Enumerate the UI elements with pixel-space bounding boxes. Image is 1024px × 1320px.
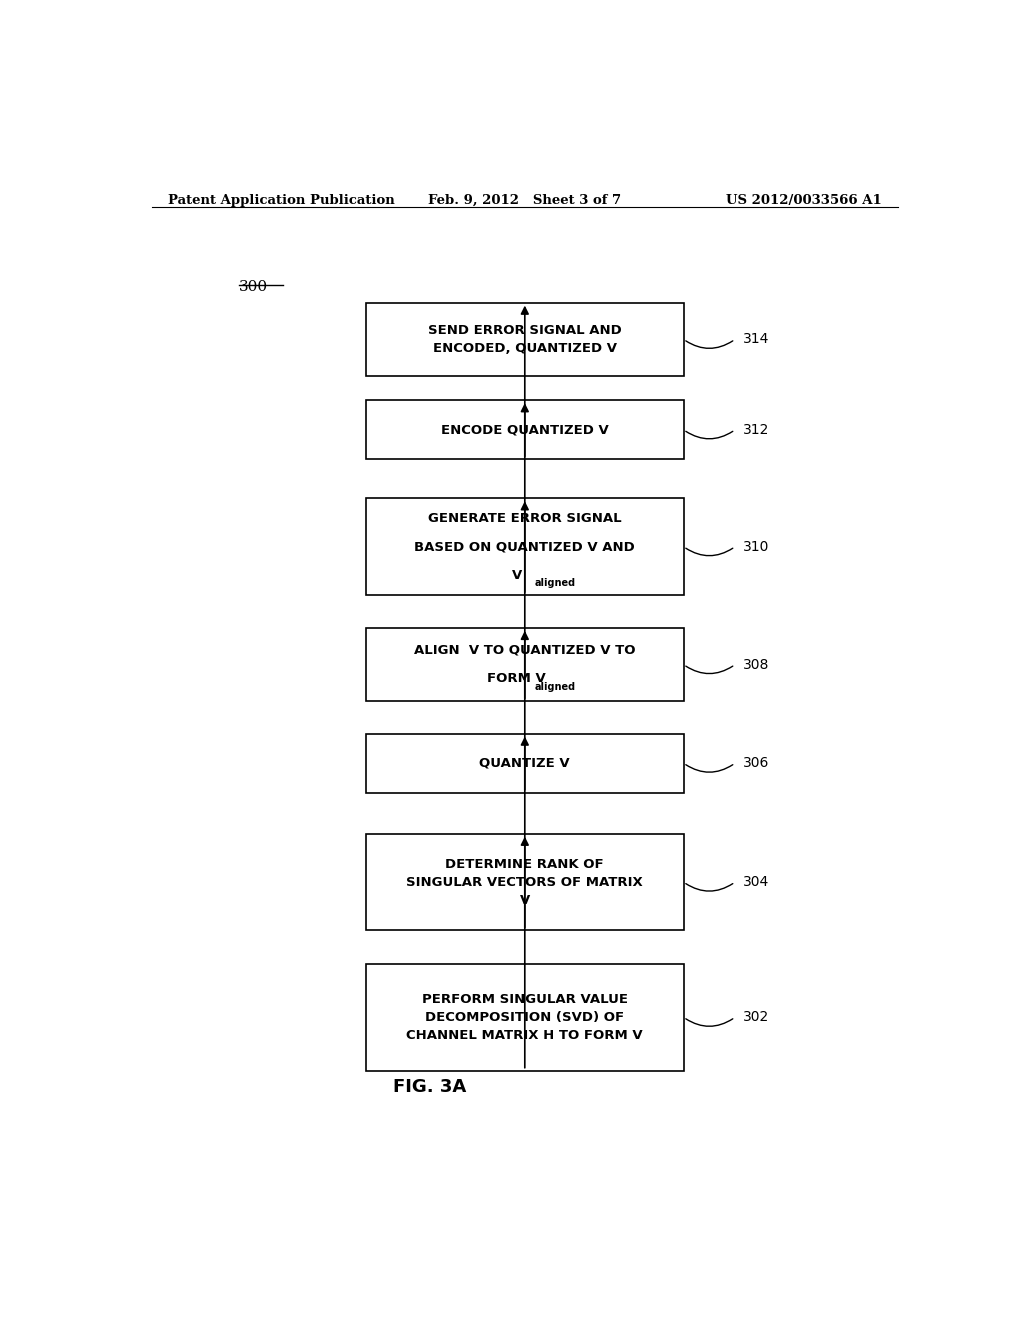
Text: FORM V: FORM V: [487, 672, 546, 685]
Text: ALIGN  V TO QUANTIZED V TO: ALIGN V TO QUANTIZED V TO: [414, 644, 636, 657]
Text: aligned: aligned: [535, 578, 575, 589]
Text: GENERATE ERROR SIGNAL: GENERATE ERROR SIGNAL: [428, 512, 622, 525]
Bar: [367, 302, 684, 376]
Text: DETERMINE RANK OF
SINGULAR VECTORS OF MATRIX
V: DETERMINE RANK OF SINGULAR VECTORS OF MA…: [407, 858, 643, 907]
Text: 314: 314: [743, 333, 769, 346]
Bar: [367, 400, 684, 459]
Text: QUANTIZE V: QUANTIZE V: [479, 756, 570, 770]
Bar: [367, 834, 684, 931]
Bar: [367, 734, 684, 792]
Text: US 2012/0033566 A1: US 2012/0033566 A1: [726, 194, 882, 207]
Text: 300: 300: [240, 280, 268, 294]
Bar: [367, 499, 684, 595]
Text: aligned: aligned: [535, 682, 575, 692]
Text: ENCODE QUANTIZED V: ENCODE QUANTIZED V: [441, 424, 608, 437]
Text: 312: 312: [743, 422, 769, 437]
Text: 308: 308: [743, 657, 769, 672]
Text: FIG. 3A: FIG. 3A: [393, 1078, 466, 1096]
Text: SEND ERROR SIGNAL AND
ENCODED, QUANTIZED V: SEND ERROR SIGNAL AND ENCODED, QUANTIZED…: [428, 323, 622, 355]
Text: PERFORM SINGULAR VALUE
DECOMPOSITION (SVD) OF
CHANNEL MATRIX H TO FORM V: PERFORM SINGULAR VALUE DECOMPOSITION (SV…: [407, 993, 643, 1041]
Text: V: V: [512, 569, 522, 582]
Text: 306: 306: [743, 756, 769, 770]
Text: Feb. 9, 2012   Sheet 3 of 7: Feb. 9, 2012 Sheet 3 of 7: [428, 194, 622, 207]
Text: 310: 310: [743, 540, 769, 553]
Bar: [367, 628, 684, 701]
Text: 304: 304: [743, 875, 769, 890]
Text: BASED ON QUANTIZED V AND: BASED ON QUANTIZED V AND: [415, 540, 635, 553]
Text: Patent Application Publication: Patent Application Publication: [168, 194, 394, 207]
Text: 302: 302: [743, 1010, 769, 1024]
Bar: [367, 964, 684, 1071]
